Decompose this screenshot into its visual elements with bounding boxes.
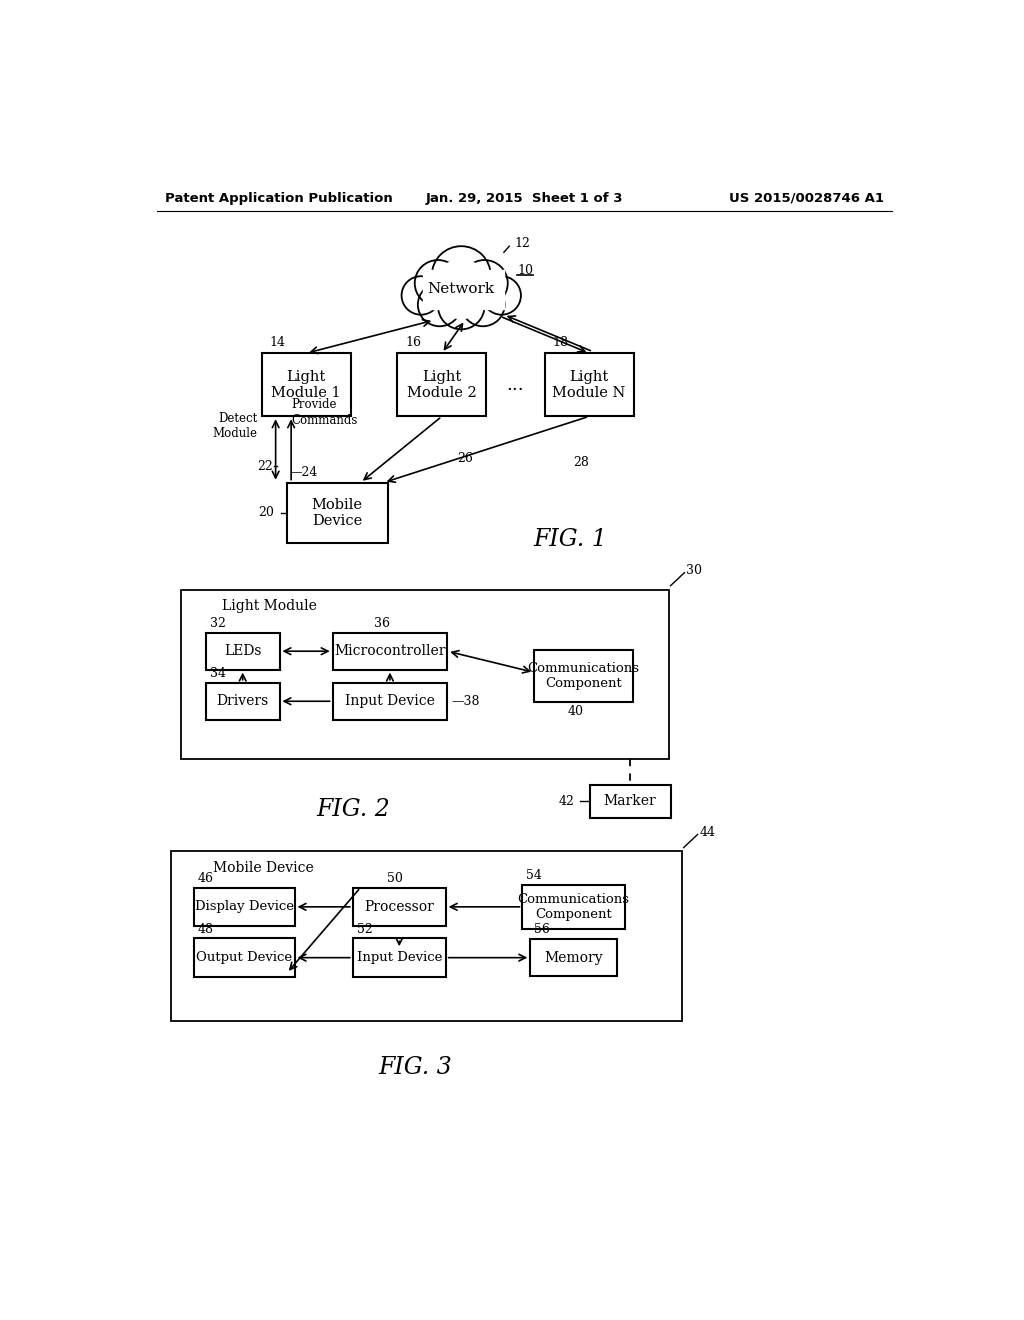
Text: Light
Module 1: Light Module 1: [271, 370, 341, 400]
Text: Input Device: Input Device: [345, 694, 435, 709]
Circle shape: [482, 276, 521, 314]
Text: 14: 14: [269, 335, 286, 348]
Text: 12: 12: [514, 236, 529, 249]
Bar: [333, 682, 447, 719]
Circle shape: [418, 284, 461, 326]
Bar: [590, 785, 671, 817]
Text: Drivers: Drivers: [216, 694, 269, 709]
Text: 26: 26: [458, 453, 473, 465]
Circle shape: [438, 284, 484, 330]
Text: FIG. 1: FIG. 1: [532, 528, 606, 550]
Text: Memory: Memory: [545, 950, 603, 965]
Text: Display Device: Display Device: [195, 900, 294, 913]
Text: 10: 10: [517, 264, 534, 277]
Text: 40: 40: [568, 705, 584, 718]
Bar: [287, 483, 388, 543]
Bar: [206, 682, 280, 719]
Text: LEDs: LEDs: [224, 644, 261, 659]
Text: 36: 36: [374, 616, 390, 630]
Text: 54: 54: [526, 869, 543, 882]
Circle shape: [461, 260, 508, 306]
Text: Processor: Processor: [365, 900, 434, 913]
Text: Mobile Device: Mobile Device: [213, 861, 314, 875]
Text: 42: 42: [558, 795, 574, 808]
Text: 30: 30: [686, 564, 702, 577]
Bar: [545, 354, 634, 416]
Text: —38: —38: [452, 694, 479, 708]
Text: Marker: Marker: [604, 795, 656, 808]
Text: Light
Module 2: Light Module 2: [407, 370, 477, 400]
Circle shape: [415, 260, 461, 306]
Text: 46: 46: [198, 871, 214, 884]
Circle shape: [401, 276, 440, 314]
Bar: [530, 940, 617, 977]
Text: Communications
Component: Communications Component: [527, 663, 640, 690]
Text: Microcontroller: Microcontroller: [334, 644, 445, 659]
Circle shape: [461, 284, 505, 326]
Text: Mobile
Device: Mobile Device: [311, 498, 362, 528]
Circle shape: [432, 246, 490, 305]
Bar: [535, 649, 633, 702]
Text: —24: —24: [290, 466, 318, 479]
Bar: [352, 939, 445, 977]
Text: 34: 34: [210, 667, 225, 680]
Bar: [352, 887, 445, 927]
Bar: [180, 590, 669, 759]
Bar: [333, 632, 447, 669]
Text: Provide
Commands: Provide Commands: [291, 399, 357, 426]
Text: Network: Network: [428, 282, 495, 296]
Bar: [262, 354, 351, 416]
Text: FIG. 2: FIG. 2: [315, 797, 389, 821]
Text: Light
Module N: Light Module N: [552, 370, 626, 400]
Text: 50: 50: [387, 871, 403, 884]
Bar: [194, 939, 295, 977]
Text: Patent Application Publication: Patent Application Publication: [165, 191, 393, 205]
Text: 28: 28: [573, 455, 590, 469]
Text: 56: 56: [535, 924, 550, 936]
Bar: [171, 851, 682, 1020]
Text: Jan. 29, 2015  Sheet 1 of 3: Jan. 29, 2015 Sheet 1 of 3: [426, 191, 624, 205]
Bar: [397, 354, 486, 416]
Bar: [423, 271, 504, 309]
Text: 22: 22: [257, 459, 272, 473]
Bar: [522, 884, 625, 929]
Text: ...: ...: [507, 376, 524, 393]
Text: Communications
Component: Communications Component: [517, 892, 630, 921]
Text: 44: 44: [699, 825, 715, 838]
Text: 52: 52: [356, 923, 373, 936]
Text: 48: 48: [198, 923, 214, 936]
Text: 18: 18: [552, 335, 568, 348]
Bar: [194, 887, 295, 927]
Circle shape: [432, 260, 490, 318]
Text: FIG. 3: FIG. 3: [378, 1056, 452, 1078]
Text: 20: 20: [259, 506, 274, 519]
Bar: [206, 632, 280, 669]
Text: Light Module: Light Module: [222, 599, 317, 612]
Text: Input Device: Input Device: [356, 952, 442, 964]
Text: Output Device: Output Device: [197, 952, 292, 964]
Text: 32: 32: [210, 616, 225, 630]
Text: 16: 16: [406, 335, 421, 348]
Text: US 2015/0028746 A1: US 2015/0028746 A1: [729, 191, 884, 205]
Text: Detect
Module: Detect Module: [213, 412, 258, 441]
